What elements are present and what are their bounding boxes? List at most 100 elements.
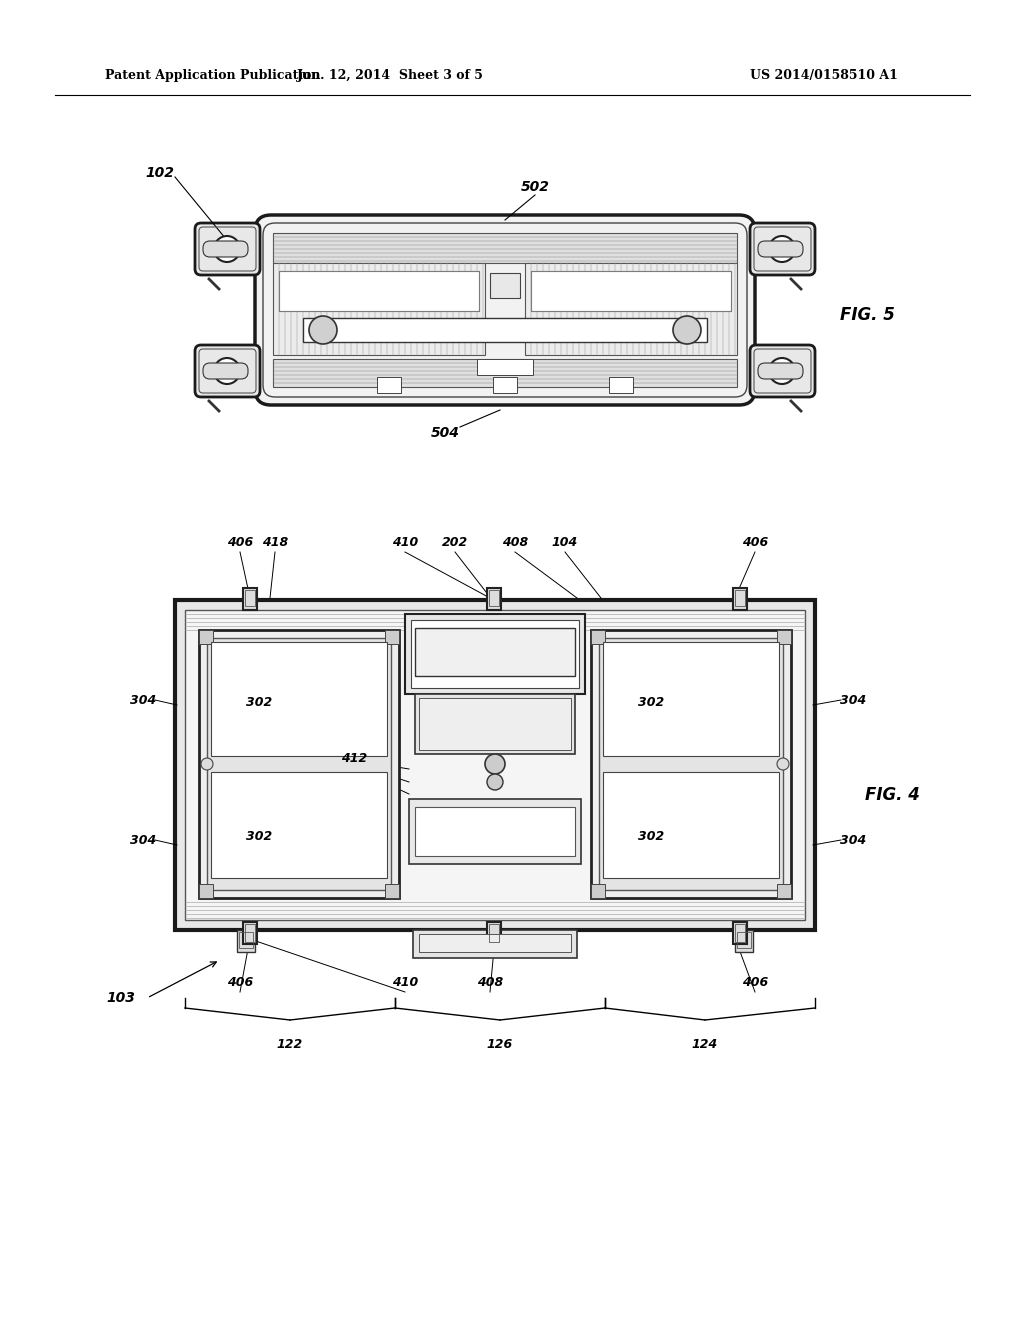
Bar — [185, 610, 805, 920]
Bar — [493, 378, 517, 393]
FancyBboxPatch shape — [255, 215, 755, 405]
Text: 418: 418 — [262, 536, 288, 549]
FancyBboxPatch shape — [203, 363, 248, 379]
Bar — [487, 921, 501, 944]
Text: 304: 304 — [130, 693, 156, 706]
Bar — [175, 601, 815, 931]
Bar — [489, 590, 499, 606]
Bar — [245, 590, 255, 606]
Bar — [591, 630, 791, 898]
Bar — [237, 931, 255, 952]
Bar — [415, 628, 575, 676]
Bar — [490, 273, 520, 298]
Text: 406: 406 — [741, 536, 768, 549]
Text: 202: 202 — [442, 536, 468, 549]
FancyBboxPatch shape — [195, 223, 260, 275]
Circle shape — [201, 758, 213, 770]
Bar — [273, 359, 737, 387]
Bar — [207, 638, 391, 890]
Text: 304: 304 — [130, 833, 156, 846]
Circle shape — [214, 236, 240, 261]
Bar — [415, 694, 575, 754]
Text: 406: 406 — [227, 975, 253, 989]
Text: 102: 102 — [145, 166, 174, 180]
Circle shape — [487, 774, 503, 789]
Bar — [603, 772, 779, 878]
FancyBboxPatch shape — [203, 242, 248, 257]
Text: 408: 408 — [502, 536, 528, 549]
FancyBboxPatch shape — [750, 345, 815, 397]
FancyBboxPatch shape — [195, 345, 260, 397]
Bar — [419, 935, 571, 952]
Bar — [385, 884, 399, 898]
Bar — [385, 630, 399, 644]
Bar — [243, 921, 257, 944]
Text: 412: 412 — [341, 752, 367, 766]
Text: 410: 410 — [392, 536, 418, 549]
Bar — [487, 587, 501, 610]
Bar — [599, 638, 783, 890]
Bar — [211, 642, 387, 756]
Text: 126: 126 — [486, 1039, 513, 1052]
Text: Jun. 12, 2014  Sheet 3 of 5: Jun. 12, 2014 Sheet 3 of 5 — [297, 69, 483, 82]
Text: 302: 302 — [246, 696, 272, 709]
Bar — [531, 271, 731, 312]
Bar — [591, 884, 605, 898]
Circle shape — [777, 758, 790, 770]
Bar — [413, 931, 577, 958]
Bar — [477, 359, 534, 375]
Bar — [279, 271, 479, 312]
Text: FIG. 4: FIG. 4 — [865, 785, 920, 804]
Text: 502: 502 — [520, 180, 550, 194]
Text: 406: 406 — [741, 975, 768, 989]
Bar — [273, 234, 737, 263]
Text: 504: 504 — [430, 426, 460, 440]
Text: 302: 302 — [246, 829, 272, 842]
Bar — [777, 630, 791, 644]
Bar — [609, 378, 633, 393]
Bar — [489, 924, 499, 942]
Bar — [406, 614, 585, 694]
Bar — [377, 378, 401, 393]
Text: 104: 104 — [552, 536, 579, 549]
Text: US 2014/0158510 A1: US 2014/0158510 A1 — [750, 69, 898, 82]
Text: 304: 304 — [840, 693, 866, 706]
Bar — [531, 271, 731, 312]
Bar — [603, 642, 779, 756]
Circle shape — [309, 315, 337, 345]
Text: FIG. 5: FIG. 5 — [840, 306, 895, 323]
Text: 406: 406 — [227, 536, 253, 549]
Circle shape — [769, 358, 795, 384]
Text: 302: 302 — [638, 829, 665, 842]
FancyBboxPatch shape — [750, 223, 815, 275]
Text: 124: 124 — [692, 1039, 718, 1052]
Bar — [199, 630, 399, 898]
Bar — [525, 263, 737, 355]
Bar — [239, 932, 253, 948]
Text: 304: 304 — [840, 833, 866, 846]
Bar — [419, 698, 571, 750]
Bar — [279, 271, 479, 312]
Circle shape — [673, 315, 701, 345]
Bar — [735, 590, 745, 606]
Circle shape — [769, 236, 795, 261]
Bar — [411, 620, 579, 688]
Bar — [735, 924, 745, 942]
Bar — [409, 799, 581, 865]
FancyBboxPatch shape — [758, 363, 803, 379]
Text: 408: 408 — [477, 975, 503, 989]
Bar — [737, 932, 751, 948]
Bar — [199, 630, 213, 644]
Bar — [733, 587, 746, 610]
Circle shape — [485, 754, 505, 774]
Bar — [211, 772, 387, 878]
Bar — [777, 884, 791, 898]
Text: 122: 122 — [276, 1039, 303, 1052]
FancyBboxPatch shape — [758, 242, 803, 257]
Text: 410: 410 — [392, 975, 418, 989]
Bar — [733, 921, 746, 944]
Bar — [245, 924, 255, 942]
Circle shape — [214, 358, 240, 384]
Bar — [591, 630, 605, 644]
Bar — [273, 263, 485, 355]
